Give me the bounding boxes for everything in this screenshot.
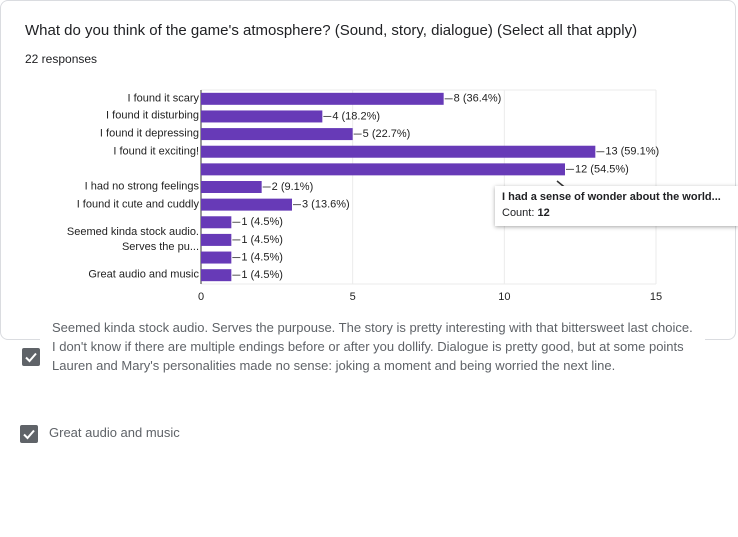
response-text: Seemed kinda stock audio. Serves the pur…	[52, 320, 693, 373]
y-tick-label: I found it scary	[127, 92, 199, 105]
checkbox[interactable]	[20, 425, 38, 443]
y-tick-label: Great audio and music	[88, 268, 199, 281]
bar	[201, 163, 565, 176]
bar	[201, 92, 444, 105]
tooltip-count: Count: 12	[502, 207, 550, 219]
x-tick-label: 10	[498, 291, 510, 303]
data-label: 1 (4.5%)	[241, 216, 283, 228]
bar	[201, 110, 323, 123]
tooltip: I had a sense of wonder about the world.…	[495, 186, 738, 226]
bar	[201, 233, 232, 246]
data-label: 4 (18.2%)	[332, 110, 380, 122]
bar	[201, 181, 262, 193]
bar	[201, 269, 232, 282]
bar	[201, 198, 292, 211]
x-tick-label: 15	[650, 291, 662, 303]
response-text: Great audio and music	[49, 425, 180, 440]
bar	[201, 128, 353, 141]
tooltip-count-value: 12	[537, 207, 550, 219]
y-tick-label: I found it cute and cuddly	[76, 198, 199, 211]
data-label: 1 (4.5%)	[241, 234, 283, 246]
question-title: What do you think of the game's atmosphe…	[25, 22, 638, 39]
bar	[201, 251, 232, 264]
data-label: 8 (36.4%)	[454, 93, 502, 105]
tooltip-count-label: Count:	[502, 207, 535, 219]
bar	[201, 145, 596, 158]
y-tick-label: I found it disturbing	[106, 109, 199, 122]
tooltip-title: I had a sense of wonder about the world.…	[502, 191, 721, 203]
x-tick-label: 5	[350, 291, 356, 303]
data-label: 2 (9.1%)	[272, 181, 314, 193]
y-tick-label: I had no strong feelings	[84, 180, 199, 193]
data-label: 1 (4.5%)	[241, 269, 283, 281]
data-label: 13 (59.1%)	[605, 146, 659, 158]
data-label: 1 (4.5%)	[241, 251, 283, 263]
y-tick-label: Seemed kinda stock audio. Serves the pu.…	[66, 225, 199, 253]
data-label: 12 (54.5%)	[575, 163, 629, 175]
x-tick-label: 0	[198, 291, 204, 303]
checkbox[interactable]	[22, 348, 40, 366]
response-count: 22 responses	[25, 52, 98, 66]
data-label: 3 (13.6%)	[302, 199, 350, 211]
y-tick-label: I found it exciting!	[113, 145, 199, 158]
response: Seemed kinda stock audio. Serves the pur…	[22, 316, 705, 398]
bar	[201, 216, 232, 229]
y-tick-label: I found it depressing	[99, 127, 199, 140]
response: Great audio and music	[20, 425, 320, 443]
data-label: 5 (22.7%)	[363, 128, 411, 140]
